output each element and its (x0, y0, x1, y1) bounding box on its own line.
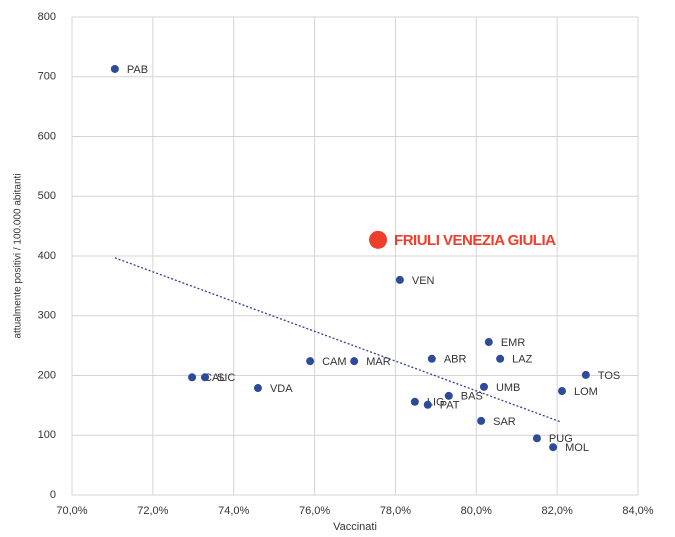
point (350, 357, 359, 366)
point-label: MOL (565, 442, 589, 454)
x-tick-label: 84,0% (622, 505, 653, 517)
x-tick-label: 78,0% (380, 505, 411, 517)
point-label: SAR (493, 416, 516, 428)
point-label: ABR (444, 354, 467, 366)
point (188, 373, 197, 382)
y-tick-label: 400 (38, 250, 56, 262)
point-label: PAT (440, 400, 460, 412)
trendline (114, 257, 562, 423)
y-tick-label: 700 (38, 71, 56, 83)
point (110, 64, 119, 73)
y-axis-label: attualmente positivi / 100.000 abitanti (13, 173, 24, 338)
point-label: LAZ (512, 354, 532, 366)
point (549, 443, 558, 452)
y-tick-label: 500 (38, 190, 56, 202)
point (410, 397, 419, 406)
x-axis-label: Vaccinati (333, 521, 377, 533)
point (201, 373, 210, 382)
point (532, 434, 541, 443)
x-tick-label: 82,0% (542, 505, 573, 517)
point (423, 400, 432, 409)
point (444, 391, 453, 400)
point-label: TOS (598, 370, 620, 382)
point-label: VDA (270, 383, 293, 395)
x-tick-label: 80,0% (461, 505, 492, 517)
point (557, 387, 566, 396)
y-tick-label: 100 (38, 429, 56, 441)
x-tick-label: 76,0% (299, 505, 330, 517)
point (484, 338, 493, 347)
highlight-point (369, 230, 388, 249)
point-label: BAS (461, 391, 483, 403)
y-tick-label: 200 (38, 369, 56, 381)
point-label: CAL (204, 372, 225, 384)
point-label: LOM (574, 386, 598, 398)
x-tick-label: 74,0% (218, 505, 249, 517)
point-label: CAM (322, 356, 346, 368)
point-label: EMR (501, 337, 526, 349)
point (306, 357, 315, 366)
point (496, 354, 505, 363)
y-tick-label: 300 (38, 310, 56, 322)
x-tick-label: 70,0% (56, 505, 87, 517)
point (477, 416, 486, 425)
point (253, 384, 262, 393)
point-label: UMB (496, 382, 520, 394)
point-label: MAR (366, 356, 391, 368)
point (581, 370, 590, 379)
point (395, 275, 404, 284)
point-label: PUG (549, 433, 573, 445)
point-label: PAB (127, 64, 148, 76)
point (427, 354, 436, 363)
highlight-label: FRIULI VENEZIA GIULIA (394, 232, 556, 249)
y-tick-label: 600 (38, 130, 56, 142)
point-label: VEN (412, 275, 435, 287)
x-tick-label: 72,0% (137, 505, 168, 517)
point-label: SIC (217, 372, 235, 384)
y-tick-label: 800 (38, 11, 56, 23)
point (479, 382, 488, 391)
y-tick-label: 0 (50, 489, 56, 501)
